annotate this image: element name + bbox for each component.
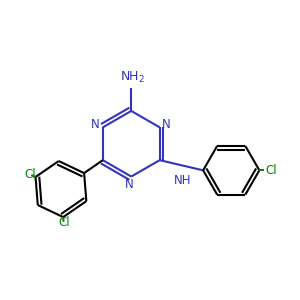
Text: NH$_2$: NH$_2$	[120, 70, 145, 85]
Text: N: N	[162, 118, 171, 131]
Text: Cl: Cl	[24, 168, 36, 181]
Text: Cl: Cl	[58, 216, 70, 229]
Text: Cl: Cl	[266, 164, 277, 177]
Text: NH: NH	[174, 174, 192, 187]
Text: N: N	[91, 118, 99, 131]
Text: N: N	[125, 178, 134, 191]
